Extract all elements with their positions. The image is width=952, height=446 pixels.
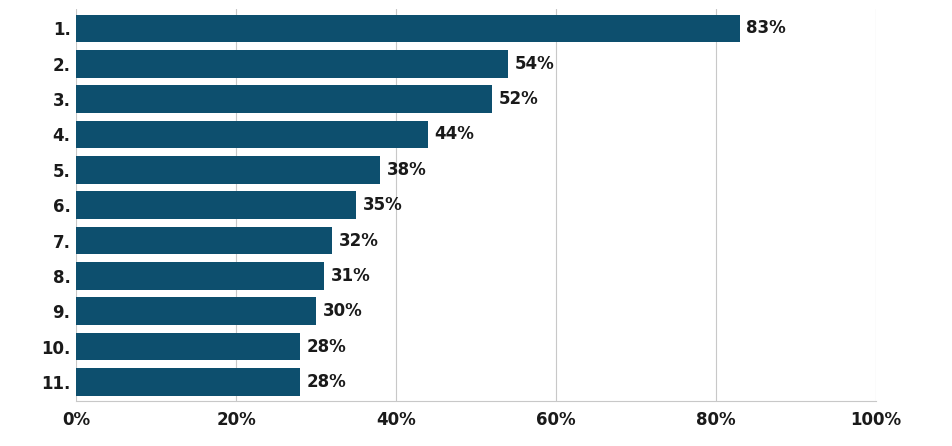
Text: 83%: 83%	[746, 19, 786, 37]
Text: 54%: 54%	[514, 55, 554, 73]
Bar	[76, 85, 492, 113]
Text: 38%: 38%	[387, 161, 426, 179]
Text: 52%: 52%	[499, 90, 538, 108]
Bar	[76, 368, 300, 396]
Bar	[76, 50, 508, 78]
Bar	[76, 297, 316, 325]
Bar	[76, 333, 300, 360]
Bar	[76, 191, 356, 219]
Bar	[76, 262, 324, 289]
Text: 32%: 32%	[339, 231, 378, 249]
Bar	[76, 227, 332, 254]
Bar	[76, 15, 740, 42]
Text: 35%: 35%	[363, 196, 402, 214]
Bar	[76, 121, 428, 148]
Text: 30%: 30%	[323, 302, 362, 320]
Text: 28%: 28%	[307, 338, 347, 355]
Text: 44%: 44%	[434, 125, 474, 144]
Text: 31%: 31%	[330, 267, 370, 285]
Bar	[76, 156, 380, 184]
Text: 28%: 28%	[307, 373, 347, 391]
